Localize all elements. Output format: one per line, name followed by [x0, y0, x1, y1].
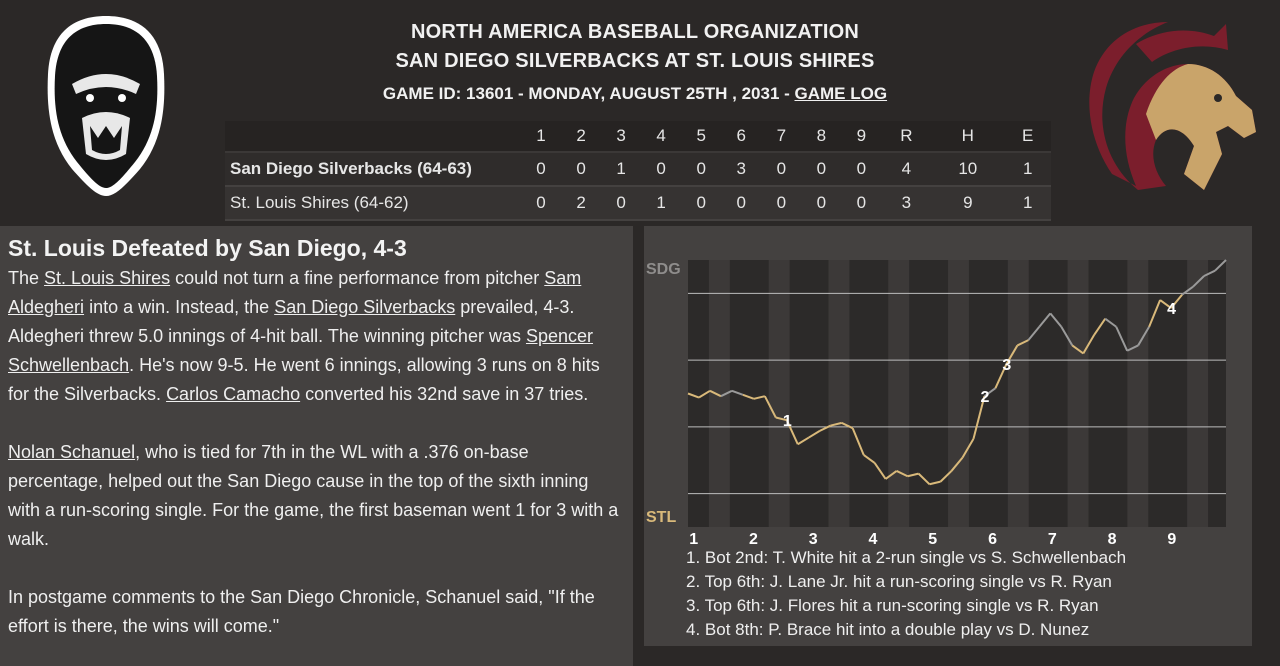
linescore-cell: 0 [521, 151, 562, 186]
story-paragraph-2: Nolan Schanuel, who is tied for 7th in t… [0, 438, 633, 554]
linescore-cell: 1 [601, 151, 642, 186]
linescore-col-5: 5 [681, 121, 722, 152]
story-text: , who is tied for 7th in the WL with a .… [8, 442, 619, 549]
linescore-cell: 1 [641, 185, 682, 221]
story-text: into a win. Instead, the [84, 297, 275, 317]
linescore-cell: 0 [641, 151, 682, 186]
linescore-cell: 0 [761, 185, 802, 221]
game-story-panel: St. Louis Defeated by San Diego, 4-3 The… [0, 226, 633, 666]
linescore-col-7: 7 [761, 121, 802, 152]
linescore-cell: 2 [561, 185, 602, 221]
story-headline: St. Louis Defeated by San Diego, 4-3 [8, 235, 407, 261]
linescore-cell: 0 [801, 185, 842, 221]
linescore-cell: 0 [521, 185, 562, 221]
linescore-cell: 3 [721, 151, 762, 186]
linescore-col-3: 3 [601, 121, 642, 152]
linescore-col-8: 8 [801, 121, 842, 152]
linescore-cell: 1 [1004, 185, 1051, 221]
game-header: NORTH AMERICA BASEBALL ORGANIZATION SAN … [300, 18, 970, 104]
game-id-date: GAME ID: 13601 - MONDAY, AUGUST 25TH , 2… [382, 84, 795, 103]
linescore-cell: 0 [801, 151, 842, 186]
linescore-cell: 1 [1004, 151, 1051, 186]
linescore-col-h: H [931, 121, 1005, 152]
shires-logo [1076, 14, 1262, 194]
linescore-cell: 0 [761, 151, 802, 186]
story-text: In postgame comments to the San Diego Ch… [8, 587, 595, 636]
linescore-cell: 0 [841, 185, 882, 221]
linescore-row: San Diego Silverbacks (64-63) 0 0 1 0 0 3 0 0 0 4 1… [225, 151, 1051, 186]
linescore-row: St. Louis Shires (64-62) 0 2 0 1 0 0 0 0 0 3 9 1 [225, 185, 1051, 221]
story-link[interactable]: Sam Aldegheri [8, 268, 582, 317]
story-text: converted his 32nd save in 37 tries. [300, 384, 589, 404]
linescore-cell: 0 [841, 151, 882, 186]
story-link[interactable]: Carlos Camacho [166, 384, 301, 404]
story-text: The [8, 268, 45, 288]
game-log-link[interactable]: GAME LOG [794, 84, 888, 103]
linescore-col-2: 2 [561, 121, 602, 152]
story-link[interactable]: Nolan Schanuel [8, 442, 136, 462]
story-link[interactable]: St. Louis Shires [44, 268, 171, 288]
linescore-cell: 4 [881, 151, 932, 186]
story-link[interactable]: Spencer Schwellenbach [8, 326, 594, 375]
linescore-cell: 9 [931, 185, 1005, 221]
linescore-col-4: 4 [641, 121, 682, 152]
linescore-col-r: R [881, 121, 932, 152]
linescore-cell: 0 [681, 151, 722, 186]
linescore-cell: 10 [931, 151, 1005, 186]
story-link[interactable]: San Diego Silverbacks [274, 297, 456, 317]
play-note: 1. Bot 2nd: T. White hit a 2-run single … [686, 548, 1127, 567]
story-paragraph-3: In postgame comments to the San Diego Ch… [0, 583, 633, 641]
linescore-team-name: San Diego Silverbacks (64-63) [225, 151, 521, 186]
linescore-col-e: E [1004, 121, 1051, 152]
silverbacks-logo [42, 14, 170, 198]
linescore-cell: 3 [881, 185, 932, 221]
organization-title: NORTH AMERICA BASEBALL ORGANIZATION [410, 21, 860, 43]
story-paragraph-1: The St. Louis Shires could not turn a fi… [0, 264, 633, 409]
story-text: prevailed, 4-3. Aldegheri threw 5.0 inni… [8, 297, 575, 346]
linescore-col-9: 9 [841, 121, 882, 152]
linescore-cell: 0 [721, 185, 762, 221]
play-note: 2. Top 6th: J. Lane Jr. hit a run-scorin… [686, 572, 1112, 591]
linescore-col-1: 1 [521, 121, 562, 152]
linescore-cell: 0 [561, 151, 602, 186]
play-notes: 1. Bot 2nd: T. White hit a 2-run single … [686, 546, 1126, 642]
play-note: 4. Bot 8th: P. Brace hit into a double p… [686, 620, 1090, 639]
story-text: . He's now 9-5. He went 6 innings, allow… [8, 355, 600, 404]
linescore-header-team [225, 121, 521, 152]
matchup-title: SAN DIEGO SILVERBACKS AT ST. LOUIS SHIRE… [395, 50, 875, 72]
linescore-team-name: St. Louis Shires (64-62) [225, 185, 521, 221]
game-info: GAME ID: 13601 - MONDAY, AUGUST 25TH , 2… [300, 84, 970, 104]
linescore-cell: 0 [681, 185, 722, 221]
play-note: 3. Top 6th: J. Flores hit a run-scoring … [686, 596, 1099, 615]
story-text: could not turn a fine performance from p… [170, 268, 545, 288]
linescore-col-6: 6 [721, 121, 762, 152]
linescore-cell: 0 [601, 185, 642, 221]
